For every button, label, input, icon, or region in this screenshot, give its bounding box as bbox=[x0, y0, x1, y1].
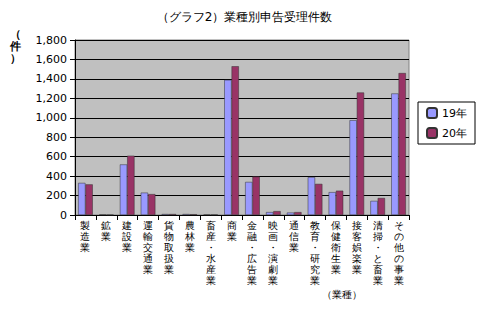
svg-text:）: ） bbox=[10, 52, 21, 65]
svg-text:娯: 娯 bbox=[352, 242, 362, 253]
svg-text:輸: 輸 bbox=[143, 231, 153, 242]
svg-text:業: 業 bbox=[268, 275, 278, 286]
svg-text:200: 200 bbox=[46, 189, 67, 202]
svg-text:と: と bbox=[373, 253, 383, 264]
svg-text:広: 広 bbox=[247, 253, 257, 264]
svg-text:扱: 扱 bbox=[164, 253, 174, 264]
svg-text:業: 業 bbox=[101, 231, 111, 242]
svg-text:400: 400 bbox=[46, 170, 67, 183]
svg-text:清: 清 bbox=[373, 220, 383, 231]
svg-text:信: 信 bbox=[289, 231, 299, 242]
svg-text:運: 運 bbox=[143, 220, 153, 231]
svg-text:林: 林 bbox=[184, 231, 195, 242]
svg-text:業: 業 bbox=[185, 242, 195, 253]
svg-text:劇: 劇 bbox=[268, 264, 278, 275]
svg-text:そ: そ bbox=[394, 220, 404, 231]
svg-text:融: 融 bbox=[247, 231, 257, 242]
svg-text:衛: 衛 bbox=[331, 242, 341, 253]
svg-text:畜: 畜 bbox=[206, 220, 216, 231]
svg-text:業: 業 bbox=[227, 231, 237, 242]
svg-text:産: 産 bbox=[206, 264, 216, 275]
svg-text:件: 件 bbox=[10, 39, 21, 53]
svg-text:0: 0 bbox=[60, 209, 67, 222]
svg-text:産: 産 bbox=[206, 231, 216, 242]
svg-text:画: 画 bbox=[268, 231, 278, 242]
svg-text:業: 業 bbox=[80, 242, 90, 253]
svg-text:映: 映 bbox=[268, 220, 278, 231]
svg-text:事: 事 bbox=[394, 264, 404, 275]
svg-text:育: 育 bbox=[310, 231, 320, 242]
svg-text:業: 業 bbox=[289, 242, 299, 253]
svg-text:600: 600 bbox=[46, 150, 67, 163]
svg-text:生: 生 bbox=[331, 253, 341, 264]
svg-text:研: 研 bbox=[310, 253, 320, 264]
svg-text:演: 演 bbox=[268, 253, 278, 264]
svg-text:取: 取 bbox=[164, 242, 174, 253]
svg-text:20年: 20年 bbox=[442, 127, 467, 140]
svg-text:鉱: 鉱 bbox=[101, 220, 111, 231]
svg-text:業: 業 bbox=[394, 275, 404, 286]
svg-text:業: 業 bbox=[310, 275, 320, 286]
svg-text:業: 業 bbox=[122, 242, 132, 253]
svg-text:金: 金 bbox=[247, 220, 257, 231]
svg-text:物: 物 bbox=[164, 231, 174, 242]
svg-text:800: 800 bbox=[46, 131, 67, 144]
svg-text:造: 造 bbox=[80, 231, 90, 242]
svg-text:・: ・ bbox=[206, 242, 216, 253]
svg-text:1,600: 1,600 bbox=[36, 53, 68, 66]
svg-text:1,200: 1,200 bbox=[36, 92, 68, 105]
svg-text:建: 建 bbox=[121, 220, 132, 231]
svg-text:商: 商 bbox=[227, 220, 237, 231]
svg-text:通: 通 bbox=[143, 253, 153, 264]
svg-text:接: 接 bbox=[352, 220, 362, 231]
svg-text:の: の bbox=[394, 231, 404, 242]
svg-text:業: 業 bbox=[352, 264, 362, 275]
svg-text:保: 保 bbox=[331, 220, 341, 231]
svg-text:通: 通 bbox=[289, 220, 299, 231]
svg-text:・: ・ bbox=[268, 242, 278, 253]
svg-text:掃: 掃 bbox=[373, 231, 383, 242]
svg-text:業: 業 bbox=[164, 264, 174, 275]
svg-text:健: 健 bbox=[331, 231, 341, 242]
svg-text:1,000: 1,000 bbox=[36, 111, 68, 124]
svg-text:他: 他 bbox=[394, 242, 404, 253]
svg-text:楽: 楽 bbox=[352, 253, 362, 264]
svg-text:19年: 19年 bbox=[442, 107, 467, 120]
svg-text:水: 水 bbox=[206, 253, 216, 264]
svg-text:1,800: 1,800 bbox=[36, 34, 68, 47]
svg-text:（業種）: （業種） bbox=[322, 289, 362, 300]
svg-text:（グラフ2）業種別申告受理件数: （グラフ2）業種別申告受理件数 bbox=[157, 10, 333, 24]
svg-text:製: 製 bbox=[80, 220, 90, 231]
svg-text:業: 業 bbox=[247, 275, 257, 286]
svg-text:業: 業 bbox=[373, 275, 383, 286]
svg-text:客: 客 bbox=[352, 231, 362, 242]
svg-text:の: の bbox=[394, 253, 404, 264]
svg-text:交: 交 bbox=[143, 242, 153, 253]
svg-text:教: 教 bbox=[310, 220, 320, 231]
svg-text:・: ・ bbox=[373, 242, 383, 253]
svg-text:・: ・ bbox=[247, 242, 257, 253]
svg-text:告: 告 bbox=[247, 264, 257, 275]
svg-text:農: 農 bbox=[185, 220, 195, 231]
svg-text:1,400: 1,400 bbox=[36, 72, 68, 85]
svg-text:設: 設 bbox=[122, 231, 132, 242]
svg-text:・: ・ bbox=[310, 242, 320, 253]
svg-text:業: 業 bbox=[143, 264, 153, 275]
svg-text:畜: 畜 bbox=[373, 264, 383, 275]
svg-text:業: 業 bbox=[331, 264, 341, 275]
svg-text:貨: 貨 bbox=[164, 220, 174, 231]
svg-text:究: 究 bbox=[310, 264, 320, 275]
svg-text:業: 業 bbox=[206, 275, 216, 286]
